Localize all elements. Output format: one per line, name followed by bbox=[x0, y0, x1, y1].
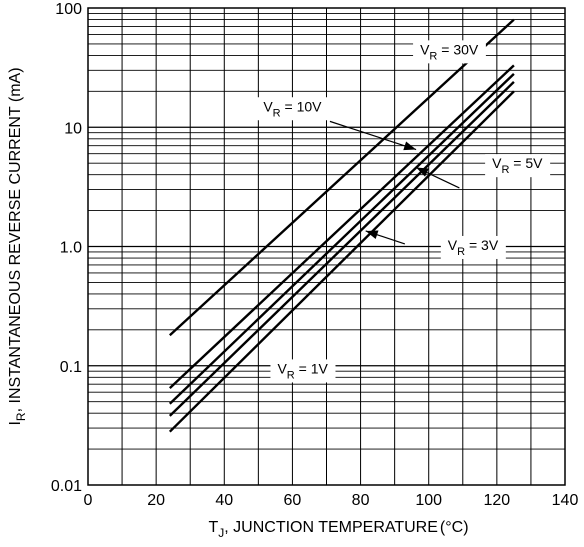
annotation-label: VR = 10V bbox=[256, 97, 330, 121]
x-tick-label: 60 bbox=[284, 492, 302, 509]
y-tick-label: 100 bbox=[55, 1, 82, 18]
annotation-background bbox=[413, 40, 486, 64]
annotation-background bbox=[485, 154, 551, 178]
y-tick-label: 0.01 bbox=[51, 478, 82, 495]
series-line-5V bbox=[168, 73, 515, 405]
series-line-30V bbox=[168, 18, 515, 337]
x-tick-label: 20 bbox=[147, 492, 165, 509]
annotation-background bbox=[256, 97, 330, 121]
annotation-label: VR = 30V bbox=[413, 40, 486, 64]
annotation-text: VR = 5V bbox=[492, 155, 543, 176]
series-line-3V bbox=[168, 81, 515, 417]
annotation-arrow-head bbox=[403, 141, 417, 151]
y-tick-label: 1.0 bbox=[60, 240, 82, 257]
y-tick-label: 10 bbox=[64, 120, 82, 137]
x-tick-label: 100 bbox=[415, 492, 442, 509]
annotation-arrow-head bbox=[416, 167, 429, 177]
annotation-arrow-head bbox=[365, 230, 379, 240]
line-annotations: VR = 30V VR = 10V VR = 5V VR = 3V VR = 1V bbox=[256, 40, 551, 383]
annotation-text: VR = 3V bbox=[448, 237, 499, 258]
annotation-text: VR = 10V bbox=[263, 98, 322, 119]
annotation-label: VR = 3V bbox=[440, 235, 506, 259]
x-tick-label: 80 bbox=[352, 492, 370, 509]
x-tick-label: 40 bbox=[215, 492, 233, 509]
x-tick-label: 0 bbox=[84, 492, 93, 509]
plot-frame bbox=[87, 7, 566, 486]
annotation-label: VR = 1V bbox=[270, 359, 336, 383]
y-axis-label: IR, INSTANTANEOUS REVERSE CURRENT (mA) bbox=[7, 67, 28, 425]
x-tick-label: 140 bbox=[552, 492, 579, 509]
y-tick-label: 0.1 bbox=[60, 359, 82, 376]
x-tick-label: 120 bbox=[484, 492, 511, 509]
annotation-background bbox=[270, 359, 336, 383]
annotation-label: VR = 5V bbox=[485, 154, 551, 178]
annotation-arrow-shaft bbox=[329, 120, 417, 151]
axes: 0 20 40 60 80 100 120 140 0.01 0.1 1.0 10 100 TJ, JUN… bbox=[7, 1, 578, 540]
annotation-text: VR = 30V bbox=[420, 41, 479, 62]
annotation-text: VR = 1V bbox=[277, 360, 328, 381]
series-line-1V bbox=[168, 90, 515, 433]
series-line-10V bbox=[168, 64, 515, 389]
x-axis-label: TJ, JUNCTION TEMPERATURE (°C) bbox=[208, 519, 468, 540]
annotation-background bbox=[440, 235, 506, 259]
series-lines bbox=[168, 18, 515, 433]
